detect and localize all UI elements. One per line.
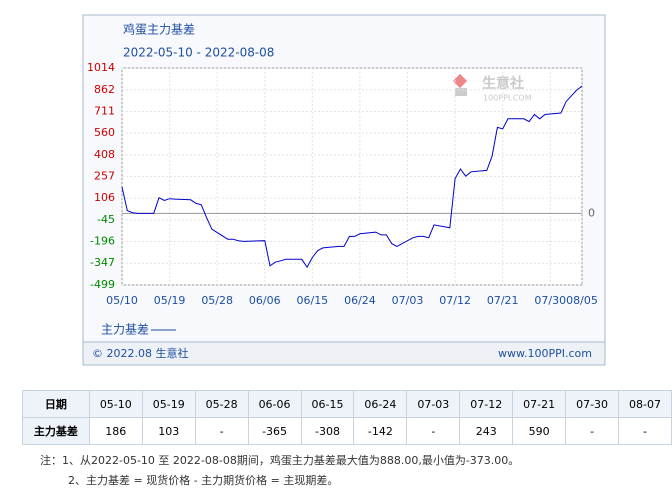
x-tick-label: 07/03: [392, 294, 424, 307]
x-tick-label: 06/15: [296, 294, 328, 307]
chart-subtitle: 2022-05-10 - 2022-08-08: [123, 46, 274, 60]
y-tick-label: -499: [90, 278, 115, 291]
footer-left: © 2022.08 生意社: [92, 346, 188, 360]
x-tick-label: 06/24: [344, 294, 376, 307]
y-tick-label: 1014: [87, 61, 115, 74]
note: 2、主力基差 = 现货价格 - 主力期货价格 = 主现期差。: [68, 474, 339, 487]
x-tick-label: 07/30: [534, 294, 566, 307]
watermark: 生意社 100PPI.COM: [452, 73, 532, 103]
table-cell: 05-10: [88, 390, 143, 418]
table-cell: 08-07: [618, 390, 672, 418]
y-tick-label: 560: [94, 126, 115, 139]
table-cell: 日期: [22, 390, 90, 418]
table-cell: 07-03: [406, 390, 461, 418]
table-cell: 主力基差: [22, 417, 90, 445]
y-tick-label: -347: [90, 256, 115, 269]
legend-label: 主力基差: [101, 323, 149, 337]
x-tick-label: 06/06: [249, 294, 281, 307]
table-cell: 06-24: [353, 390, 408, 418]
table-cell: -: [194, 417, 249, 445]
y2-tick-label: 0: [588, 206, 595, 219]
table-row: 日期 05-10 05-19 05-28 06-06 06-15 06-24 07-03 07-…: [22, 390, 672, 418]
table-cell: 243: [459, 417, 514, 445]
y-tick-label: -196: [90, 235, 115, 248]
data-table: 日期 05-10 05-19 05-28 06-06 06-15 06-24 07-03 07-…: [22, 390, 672, 445]
table-cell: -: [618, 417, 672, 445]
table-cell: 06-15: [300, 390, 355, 418]
table-cell: 06-06: [247, 390, 302, 418]
x-tick-label: 05/19: [154, 294, 186, 307]
table-cell: 05-19: [141, 390, 196, 418]
table-cell: -: [565, 417, 620, 445]
x-tick-label: 07/21: [487, 294, 519, 307]
table-cell: 07-21: [512, 390, 567, 418]
table-cell: 103: [141, 417, 196, 445]
table-cell: 590: [512, 417, 567, 445]
x-tick-label: 05/10: [106, 294, 138, 307]
x-tick-label: 07/12: [439, 294, 471, 307]
x-tick-label: 08/05: [566, 294, 598, 307]
y-tick-label: 862: [94, 83, 115, 96]
watermark-name: 生意社: [482, 75, 524, 92]
logo-mark: [452, 73, 468, 89]
table-cell: 07-12: [459, 390, 514, 418]
table-row: 主力基差 186 103- -365 -308 -142-243 590- -: [22, 417, 672, 445]
table-cell: 05-28: [194, 390, 249, 418]
x-tick-label: 05/28: [201, 294, 233, 307]
y-tick-label: 711: [94, 104, 115, 117]
y-tick-label: -45: [97, 213, 115, 226]
logo-mark: [455, 88, 467, 96]
table-cell: -142: [353, 417, 408, 445]
table-cell: 186: [88, 417, 143, 445]
table-cell: -365: [247, 417, 302, 445]
table-cell: -: [406, 417, 461, 445]
table-cell: -308: [300, 417, 355, 445]
footer-bar: [82, 341, 606, 366]
series-line: [121, 85, 583, 269]
note: 注：1、从2022-05-10 至 2022-08-08期间，鸡蛋主力基差最大值…: [40, 454, 520, 467]
y-tick-label: 106: [94, 191, 115, 204]
y-tick-label: 408: [94, 148, 115, 161]
y-tick-label: 257: [94, 170, 115, 183]
chart-title: 鸡蛋主力基差: [123, 22, 195, 37]
watermark-url: 100PPI.COM: [483, 94, 532, 103]
table-cell: 07-30: [565, 390, 620, 418]
footer-right: www.100PPI.com: [498, 347, 592, 360]
chart: 鸡蛋主力基差 2022-05-10 - 2022-08-08 生意社 100PP…: [82, 14, 606, 366]
